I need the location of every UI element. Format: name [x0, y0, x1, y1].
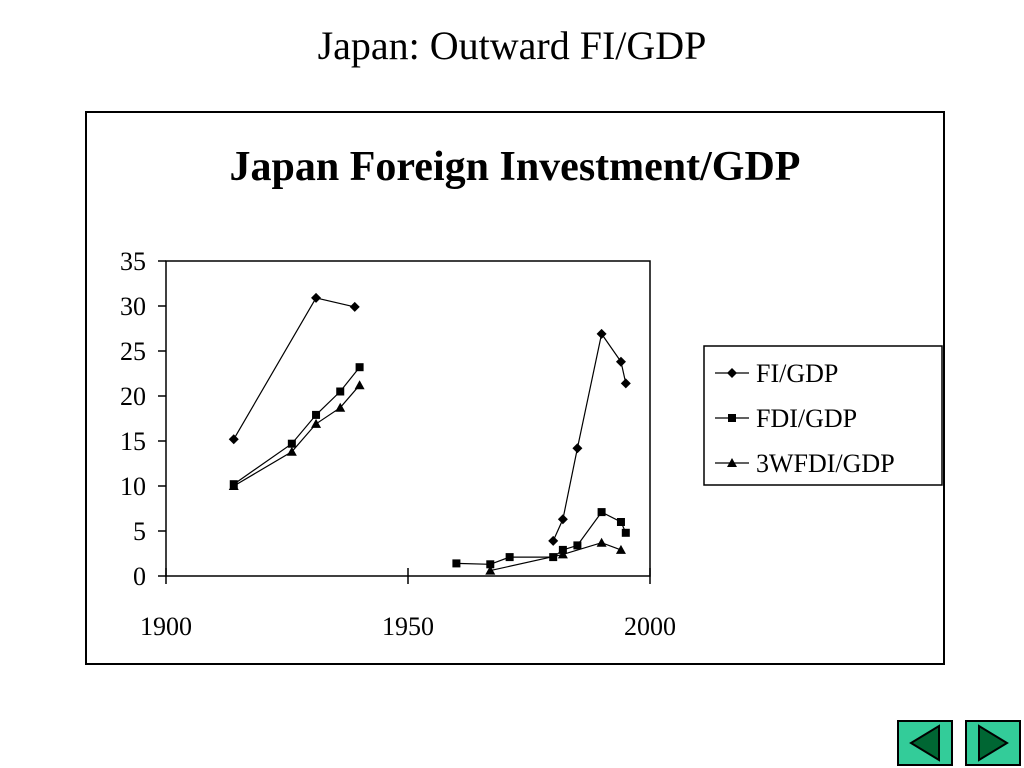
data-point-fi-gdp — [349, 301, 360, 312]
data-point-fdi-gdp — [505, 553, 514, 562]
data-point-fi-gdp — [557, 514, 568, 525]
slide-title: Japan: Outward FI/GDP — [317, 23, 707, 68]
legend-label-fi-gdp: FI/GDP — [756, 359, 838, 388]
plot-area — [165, 260, 651, 577]
triangle-left-icon — [909, 724, 940, 762]
legend-label-fdi-gdp: FDI/GDP — [756, 404, 857, 433]
data-point-fi-gdp — [548, 535, 559, 546]
data-point-fdi-gdp — [452, 559, 461, 568]
y-tick-label: 35 — [120, 247, 146, 276]
data-point-3wfdi-gdp — [228, 481, 239, 490]
legend — [703, 345, 943, 486]
triangle-right-icon — [978, 724, 1009, 762]
previous-slide-button[interactable] — [897, 720, 953, 766]
y-tick-label: 0 — [133, 562, 146, 591]
legend-marker-fdi-gdp — [728, 414, 736, 422]
series-line-fdi-gdp — [233, 366, 361, 485]
data-point-fi-gdp — [311, 292, 322, 303]
data-point-fdi-gdp — [287, 439, 296, 448]
data-point-fi-gdp — [596, 328, 607, 339]
data-point-fdi-gdp — [312, 410, 321, 419]
data-point-3wfdi-gdp — [557, 549, 568, 559]
legend-label-3wfdi-gdp: 3WFDI/GDP — [756, 449, 895, 478]
series-line-fi-gdp — [233, 297, 355, 440]
chart-frame: Japan Foreign Investment/GDP 0 5 10 15 20 25 30… — [85, 111, 945, 665]
data-point-fi-gdp — [228, 434, 239, 445]
next-slide-button[interactable] — [965, 720, 1021, 766]
data-point-3wfdi-gdp — [286, 446, 297, 456]
data-point-fdi-gdp — [573, 541, 582, 550]
data-point-3wfdi-gdp — [596, 537, 607, 547]
data-point-3wfdi-gdp — [485, 565, 496, 575]
data-point-3wfdi-gdp — [354, 380, 365, 390]
chart-title: Japan Foreign Investment/GDP — [230, 144, 801, 190]
y-tick-label: 10 — [120, 472, 146, 501]
series-line-fi-gdp — [552, 332, 627, 542]
data-point-fdi-gdp — [355, 363, 364, 372]
data-point-3wfdi-gdp — [335, 402, 346, 412]
y-tick-label: 5 — [133, 517, 146, 546]
data-point-fi-gdp — [572, 443, 583, 454]
y-tick-label: 25 — [120, 337, 146, 366]
legend-marker-fi-gdp — [727, 368, 737, 378]
data-point-fi-gdp — [615, 356, 626, 367]
y-tick-label: 30 — [120, 292, 146, 321]
data-point-fdi-gdp — [616, 518, 625, 526]
data-point-fdi-gdp — [621, 528, 630, 537]
y-tick-label: 20 — [120, 382, 146, 411]
chart: Japan Foreign Investment/GDP 0 5 10 15 20 25 30… — [120, 144, 943, 641]
data-point-3wfdi-gdp — [311, 418, 322, 428]
legend-marker-3wfdi-gdp — [727, 458, 737, 467]
y-tick-label: 15 — [120, 427, 146, 456]
x-tick-label: 2000 — [624, 612, 676, 641]
x-tick-label: 1950 — [382, 612, 434, 641]
data-point-fdi-gdp — [597, 508, 606, 517]
series-line-3wfdi-gdp — [490, 542, 622, 572]
data-point-fi-gdp — [620, 378, 631, 389]
series-line-fdi-gdp — [456, 511, 627, 565]
data-point-fdi-gdp — [336, 387, 345, 396]
data-point-3wfdi-gdp — [615, 544, 626, 554]
x-tick-label: 1900 — [140, 612, 192, 641]
data-point-fdi-gdp — [486, 560, 495, 569]
